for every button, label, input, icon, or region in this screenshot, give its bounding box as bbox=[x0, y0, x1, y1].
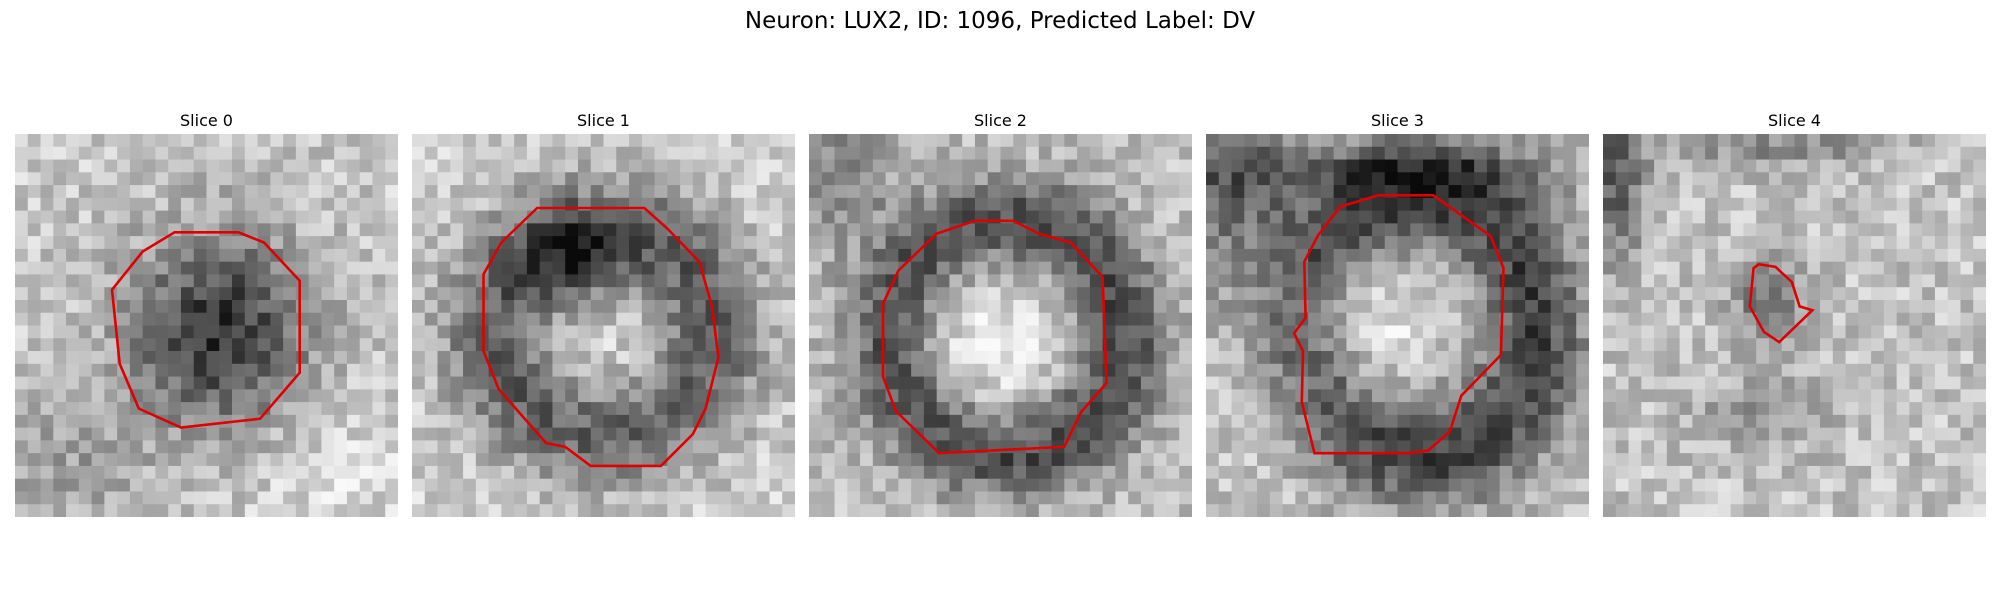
slice-panel-0: Slice 0 bbox=[15, 108, 398, 517]
figure-title: Neuron: LUX2, ID: 1096, Predicted Label:… bbox=[0, 8, 2000, 34]
slice-image-4 bbox=[1603, 134, 1986, 517]
slice-image-2 bbox=[809, 134, 1192, 517]
slice-title: Slice 1 bbox=[412, 108, 795, 134]
slice-image-0 bbox=[15, 134, 398, 517]
slice-title: Slice 0 bbox=[15, 108, 398, 134]
slice-panel-3: Slice 3 bbox=[1206, 108, 1589, 517]
slice-title: Slice 3 bbox=[1206, 108, 1589, 134]
slice-panel-4: Slice 4 bbox=[1603, 108, 1986, 517]
slice-image-3 bbox=[1206, 134, 1589, 517]
slice-title: Slice 2 bbox=[809, 108, 1192, 134]
slice-image-1 bbox=[412, 134, 795, 517]
slice-panel-2: Slice 2 bbox=[809, 108, 1192, 517]
slice-title: Slice 4 bbox=[1603, 108, 1986, 134]
slice-panel-1: Slice 1 bbox=[412, 108, 795, 517]
